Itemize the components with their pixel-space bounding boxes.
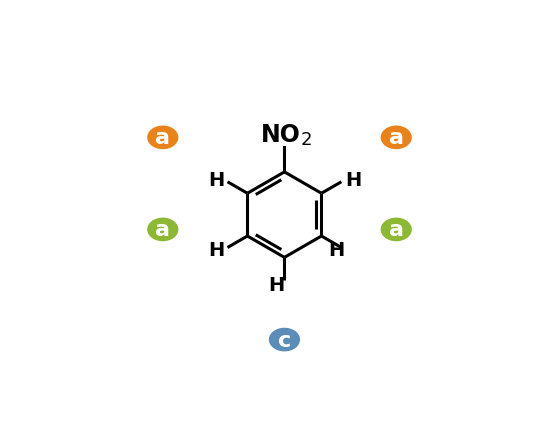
Text: a: a: [388, 128, 403, 148]
Ellipse shape: [381, 218, 412, 242]
Text: NO: NO: [261, 122, 301, 146]
Text: c: c: [278, 330, 291, 350]
Text: a: a: [155, 220, 170, 240]
Ellipse shape: [269, 328, 300, 351]
Text: H: H: [329, 240, 345, 259]
Text: a: a: [155, 128, 170, 148]
Ellipse shape: [381, 126, 412, 150]
Text: H: H: [345, 171, 361, 190]
Text: a: a: [388, 220, 403, 240]
Ellipse shape: [147, 218, 178, 242]
Text: H: H: [208, 171, 224, 190]
Text: H: H: [208, 240, 224, 259]
Ellipse shape: [147, 126, 178, 150]
Text: H: H: [268, 275, 285, 294]
Text: 2: 2: [300, 131, 312, 149]
